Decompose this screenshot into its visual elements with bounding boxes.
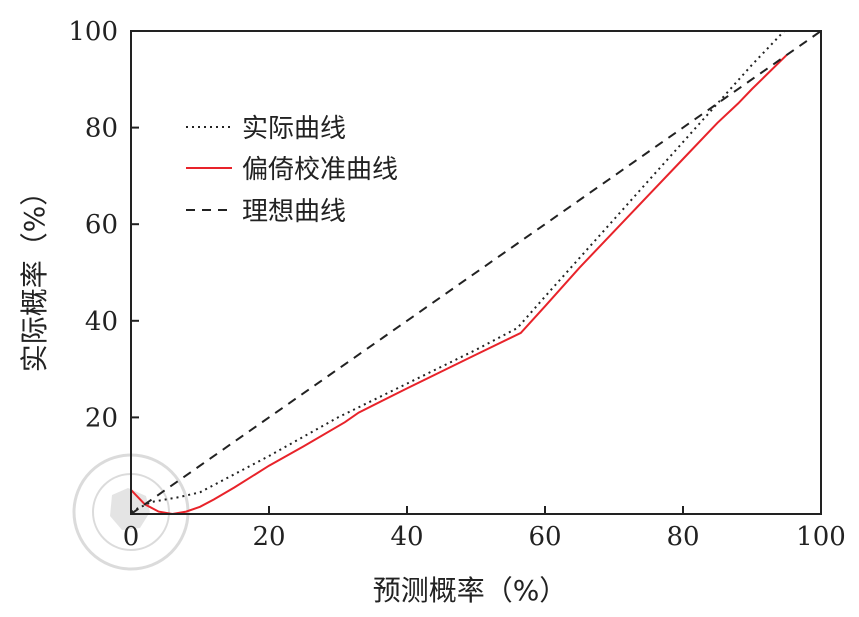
- x-tick-label: 80: [666, 522, 699, 552]
- x-tick-label: 100: [796, 522, 846, 552]
- series-line-3: [131, 31, 821, 514]
- x-tick-label: 0: [123, 522, 140, 552]
- y-tick-label: 20: [85, 403, 118, 433]
- x-tick-label: 20: [252, 522, 285, 552]
- series-line-2: [131, 54, 788, 514]
- y-axis-title: 实际概率（%）: [18, 178, 51, 373]
- y-tick-label: 80: [85, 114, 118, 144]
- y-tick-label: 100: [68, 17, 118, 47]
- y-tick-label: 40: [85, 307, 118, 337]
- y-tick-label: 60: [85, 210, 118, 240]
- legend-label-1: 实际曲线: [242, 114, 346, 144]
- legend-label-2: 偏倚校准曲线: [242, 155, 398, 185]
- x-tick-label: 40: [390, 522, 423, 552]
- x-tick-label: 60: [528, 522, 561, 552]
- legend-label-3: 理想曲线: [242, 197, 346, 227]
- x-axis-title: 预测概率（%）: [373, 574, 568, 607]
- plot-frame: [130, 30, 822, 515]
- series-line-1: [131, 31, 786, 513]
